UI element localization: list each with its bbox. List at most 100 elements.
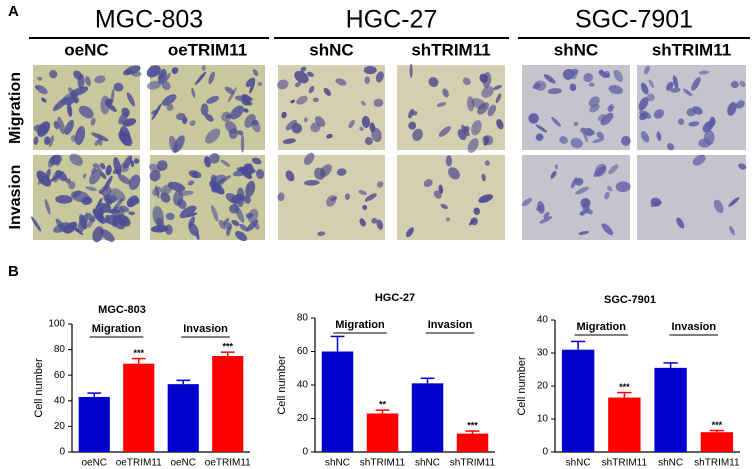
cell (554, 164, 558, 170)
cell (408, 121, 417, 130)
cell (709, 116, 716, 127)
cell (277, 192, 285, 202)
cell (87, 217, 94, 228)
cell (730, 80, 739, 89)
cell (37, 176, 45, 185)
cell (209, 174, 227, 188)
cell (597, 114, 607, 122)
cell (285, 119, 298, 131)
cell (478, 194, 494, 203)
x-tick-label: shTRIM11 (602, 458, 648, 469)
group-label: Invasion (183, 323, 228, 335)
cell (348, 119, 355, 129)
cell (303, 180, 320, 186)
bar (608, 397, 641, 452)
cell (89, 168, 102, 185)
cell (72, 190, 82, 198)
cell (593, 165, 607, 178)
cell (169, 135, 178, 154)
cell (57, 116, 66, 135)
cell (578, 230, 590, 235)
cell (110, 88, 115, 105)
cell (666, 143, 675, 151)
cell (234, 205, 245, 223)
cell (235, 231, 248, 242)
cell (204, 113, 214, 122)
cell (640, 82, 649, 95)
cell (323, 87, 332, 96)
cell (204, 156, 211, 168)
cell (729, 225, 736, 236)
cell (364, 136, 373, 146)
y-tick-label: 60 (297, 346, 309, 357)
cell (535, 133, 544, 141)
y-tick-label: 100 (48, 319, 65, 330)
cell (176, 112, 186, 121)
significance-label: *** (712, 420, 723, 430)
cell (640, 131, 650, 143)
cell (682, 88, 693, 97)
cell (291, 123, 303, 134)
cell (471, 98, 486, 110)
cell (49, 70, 58, 79)
cell (44, 136, 51, 145)
cell (300, 66, 307, 72)
column-label: shTRIM11 (652, 40, 731, 59)
bar (321, 351, 354, 452)
micrograph-background (637, 155, 746, 240)
cell (117, 174, 131, 185)
cell (237, 130, 244, 136)
cell (37, 121, 51, 137)
cell (112, 221, 118, 228)
y-tick-label: 40 (54, 395, 66, 406)
cell (229, 105, 244, 120)
cell (583, 72, 594, 83)
cell (234, 95, 254, 102)
cell (126, 198, 135, 208)
cell (521, 197, 533, 207)
cell (240, 134, 245, 153)
cell (249, 80, 256, 94)
cell (481, 86, 494, 98)
cell (363, 65, 377, 75)
cell (91, 132, 109, 142)
cell (166, 103, 174, 111)
cell (148, 163, 162, 173)
cell (179, 205, 197, 219)
cell (364, 76, 370, 84)
cell (535, 124, 548, 133)
cell (436, 102, 447, 107)
cell (96, 197, 103, 208)
cell (677, 118, 685, 125)
cell (282, 138, 296, 144)
cell (100, 185, 112, 198)
cell (67, 103, 73, 117)
y-tick-label: 0 (59, 447, 65, 458)
cell (543, 211, 550, 219)
cell (739, 80, 746, 88)
cell (128, 174, 141, 190)
cell (85, 186, 97, 191)
column-label: shNC (309, 40, 353, 59)
x-tick-label: shTRIM11 (450, 458, 496, 469)
cell (650, 201, 662, 207)
bar (78, 396, 110, 452)
cell (484, 160, 491, 166)
cell (131, 71, 142, 77)
cell (312, 97, 319, 103)
cell (371, 217, 378, 224)
micrograph (397, 155, 505, 240)
cell (149, 170, 161, 182)
y-tick-label: 60 (54, 370, 66, 381)
cell (686, 108, 697, 117)
cell (598, 69, 604, 75)
cell (252, 69, 259, 77)
y-tick-label: 0 (542, 447, 548, 458)
cell (296, 95, 308, 105)
cell (100, 162, 106, 170)
cell (47, 156, 56, 168)
cell (119, 126, 131, 146)
cell (495, 93, 502, 104)
cell (201, 65, 206, 72)
